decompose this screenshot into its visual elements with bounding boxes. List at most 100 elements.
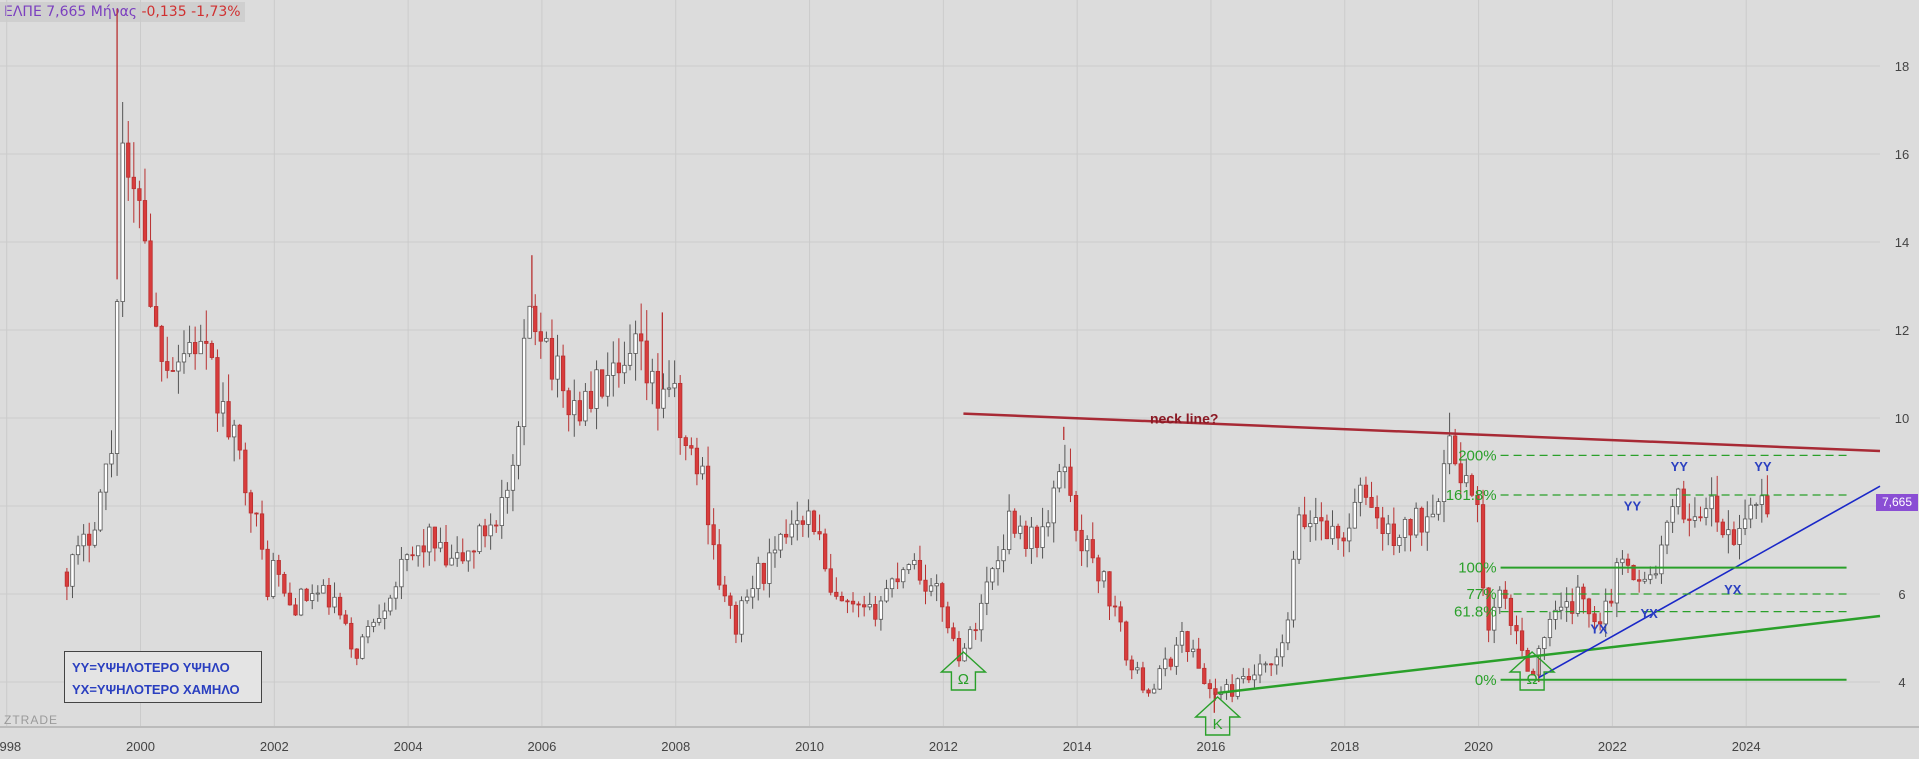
- x-tick-label: 2018: [1330, 739, 1359, 754]
- x-tick-label: 1998: [0, 739, 21, 754]
- candle: [1458, 463, 1463, 484]
- candle: [984, 581, 989, 604]
- candle: [1726, 529, 1731, 536]
- fib-level-label: 77%: [1467, 586, 1497, 603]
- arrow-label: Κ: [1213, 716, 1223, 733]
- arrow-label: Ω: [1526, 671, 1537, 688]
- x-tick-label: 2014: [1063, 739, 1092, 754]
- candle: [488, 524, 493, 537]
- candle: [527, 305, 532, 339]
- candle: [365, 626, 371, 638]
- neckline-label: neck line?: [1150, 410, 1218, 426]
- candle: [416, 545, 421, 557]
- candle: [1246, 676, 1252, 681]
- legend-line-2: ΥΧ=ΥΨΗΛΟΤΕΡΟ ΧΑΜΗΛΟ: [72, 682, 240, 697]
- candle: [64, 571, 70, 587]
- candle: [1280, 642, 1285, 658]
- candle: [399, 558, 404, 588]
- candle: [482, 525, 488, 537]
- candle: [811, 510, 817, 533]
- candle: [1241, 676, 1246, 680]
- candle: [733, 604, 739, 635]
- swing-label: ΥΥ: [1754, 459, 1772, 474]
- brand-watermark: ZTRADE: [4, 713, 58, 727]
- neckline: [963, 412, 1881, 453]
- candle: [1090, 539, 1095, 559]
- x-tick-label: 2022: [1598, 739, 1627, 754]
- candle: [873, 604, 878, 620]
- fib-level-label: 61.8%: [1454, 604, 1497, 621]
- candle: [337, 596, 343, 616]
- candle: [1213, 688, 1218, 695]
- candle: [1698, 516, 1703, 519]
- candle: [806, 510, 811, 525]
- candle: [455, 552, 460, 559]
- candle: [98, 491, 103, 531]
- candle: [1085, 539, 1090, 552]
- candle: [1397, 537, 1402, 546]
- candle: [867, 604, 872, 608]
- candle: [438, 541, 443, 549]
- candle: [1648, 574, 1653, 580]
- candle: [1163, 658, 1168, 670]
- ticker-symbol: ΕΛΠΕ: [4, 4, 42, 20]
- candle: [1018, 525, 1023, 534]
- x-tick-label: 2008: [661, 739, 690, 754]
- candle: [973, 629, 978, 632]
- candle: [1519, 630, 1525, 651]
- swing-label: ΥΥ: [1671, 459, 1689, 474]
- candle: [761, 562, 766, 584]
- candle: [81, 533, 86, 547]
- candle: [226, 401, 231, 438]
- candle: [1057, 471, 1062, 489]
- candle: [1414, 507, 1419, 536]
- candle: [1168, 658, 1173, 667]
- candle: [1659, 544, 1664, 575]
- candle: [967, 629, 973, 649]
- candle: [800, 520, 805, 525]
- candle: [951, 627, 956, 639]
- candle: [131, 176, 136, 190]
- candle: [1291, 558, 1296, 621]
- ticker-change: -0,135: [141, 4, 187, 20]
- candle: [644, 340, 649, 384]
- candle: [1352, 501, 1357, 529]
- arrow-icon: [939, 651, 988, 691]
- candle: [1101, 571, 1107, 582]
- candle: [1408, 518, 1413, 536]
- candle: [137, 188, 142, 201]
- legend-line-1: ΥΥ=ΥΨΗΛΟΤΕΡΟ ΥΨΗΛΟ: [72, 660, 230, 675]
- candle: [1062, 466, 1068, 473]
- candle: [237, 424, 242, 451]
- candle: [371, 621, 376, 627]
- candle: [176, 361, 181, 372]
- candle: [878, 600, 884, 620]
- uptrend-line: [1538, 485, 1881, 679]
- candle: [1302, 514, 1307, 528]
- candle: [321, 584, 326, 594]
- candle: [1391, 523, 1396, 546]
- candle: [1341, 537, 1346, 542]
- candle: [912, 559, 917, 566]
- candle: [1703, 508, 1709, 518]
- y-tick-label: 4: [1898, 675, 1905, 690]
- candle: [1581, 586, 1586, 600]
- candle: [862, 604, 867, 608]
- swing-label: ΥΥ: [1624, 498, 1642, 513]
- candle: [588, 390, 594, 409]
- candle: [1759, 495, 1764, 505]
- candle: [382, 610, 387, 619]
- candle: [1202, 667, 1207, 685]
- candle: [432, 526, 438, 549]
- candle: [477, 525, 482, 553]
- candle: [538, 331, 543, 342]
- fib-level-label: 161.8%: [1446, 487, 1497, 504]
- candle: [1492, 606, 1497, 631]
- candle: [845, 600, 850, 603]
- candle: [1575, 586, 1580, 614]
- candle: [209, 343, 214, 358]
- candle: [376, 618, 382, 623]
- candle: [594, 369, 599, 409]
- support-line: [1217, 614, 1881, 695]
